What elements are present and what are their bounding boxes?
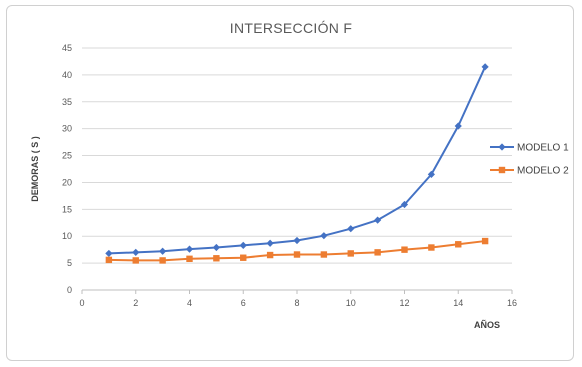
- series: [105, 63, 489, 258]
- tick-labels: 0 5 10 15 20 25 30 35 40 45 0 2 4 6 8 10 12 14 16: [62, 43, 517, 308]
- data-point: [427, 170, 435, 178]
- y-tick-label: 30: [62, 124, 72, 134]
- data-point: [498, 166, 506, 174]
- y-tick-label: 5: [67, 258, 72, 268]
- y-tick-label: 20: [62, 177, 72, 187]
- legend-label: MODELO 1: [517, 143, 569, 154]
- x-axis-title: AÑOS: [474, 320, 500, 330]
- x-tick-label: 16: [507, 298, 517, 308]
- legend: MODELO 1 MODELO 2: [490, 143, 569, 177]
- data-point: [481, 63, 489, 71]
- data-point: [293, 236, 301, 245]
- data-point: [401, 246, 408, 253]
- data-point: [240, 254, 247, 261]
- data-point: [293, 251, 301, 258]
- legend-item: MODELO 1: [490, 143, 569, 154]
- data-point: [498, 143, 506, 151]
- y-tick-label: 25: [62, 151, 72, 161]
- data-point: [159, 247, 167, 255]
- data-point: [186, 255, 193, 263]
- chart-title: INTERSECCIÓN F: [229, 20, 353, 36]
- x-tick-label: 6: [241, 298, 246, 308]
- x-tick-label: 2: [133, 298, 138, 308]
- y-tick-label: 40: [62, 70, 72, 80]
- data-point: [428, 244, 435, 251]
- data-point: [213, 255, 220, 262]
- data-point: [185, 245, 194, 253]
- chart-frame: [6, 5, 574, 361]
- x-tick-label: 4: [187, 298, 192, 308]
- y-tick-label: 45: [62, 43, 72, 53]
- gridlines: [82, 47, 512, 264]
- y-tick-label: 0: [67, 285, 72, 295]
- data-point: [455, 241, 462, 248]
- series-line: [108, 66, 487, 255]
- data-point: [266, 239, 274, 247]
- data-point: [212, 243, 220, 252]
- x-tick-label: 0: [79, 298, 84, 308]
- data-point: [347, 250, 354, 257]
- legend-item: MODELO 2: [490, 166, 569, 177]
- x-tick-label: 14: [453, 298, 463, 308]
- data-point: [132, 248, 140, 256]
- data-point: [374, 216, 382, 224]
- data-point: [105, 249, 113, 258]
- data-point: [239, 241, 247, 249]
- data-point: [320, 232, 328, 240]
- y-tick-label: 35: [62, 97, 72, 107]
- data-point: [132, 257, 139, 264]
- data-point: [454, 122, 462, 130]
- data-point: [374, 249, 381, 256]
- series: [105, 237, 489, 264]
- series-group: [105, 63, 489, 264]
- y-axis-title: DEMORAS ( S ): [30, 136, 40, 202]
- data-point: [159, 257, 166, 264]
- data-point: [347, 225, 355, 233]
- x-tick-label: 8: [294, 298, 299, 308]
- data-point: [320, 251, 328, 258]
- data-point: [481, 237, 489, 245]
- y-tick-label: 10: [62, 231, 72, 241]
- data-point: [266, 251, 274, 259]
- data-point: [400, 200, 409, 209]
- x-tick-label: 10: [346, 298, 356, 308]
- data-point: [105, 256, 113, 264]
- y-tick-label: 15: [62, 204, 72, 214]
- x-tick-label: 12: [399, 298, 409, 308]
- legend-label: MODELO 2: [517, 166, 569, 177]
- axes: [81, 289, 513, 294]
